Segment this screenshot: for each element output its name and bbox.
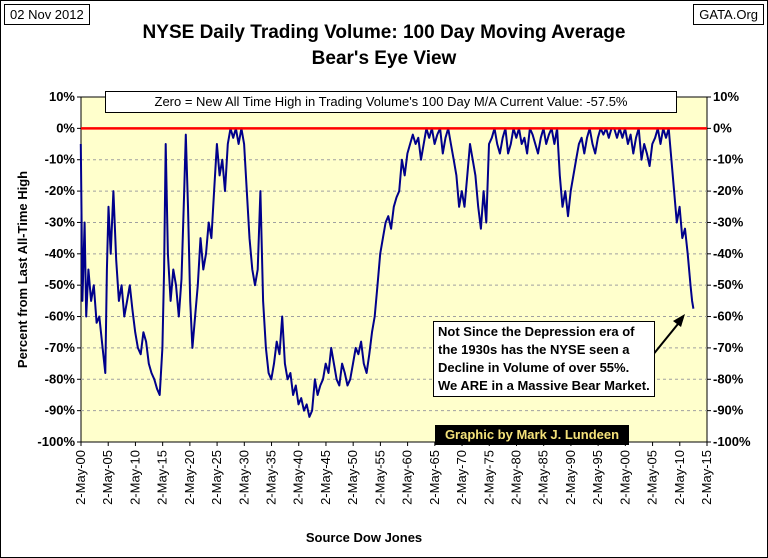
x-tick-label: 2-May-25 bbox=[209, 450, 224, 505]
x-tick-label: 2-May-80 bbox=[508, 450, 523, 505]
x-tick-label: 2-May-45 bbox=[318, 450, 333, 505]
annotation-note: Not Since the Depression era of the 1930… bbox=[433, 321, 655, 397]
y-tick-label: -30% bbox=[45, 214, 76, 229]
x-tick-label: 2-May-70 bbox=[454, 450, 469, 505]
series-line bbox=[79, 127, 695, 418]
x-tick-label: 2-May-60 bbox=[400, 450, 415, 505]
x-tick-label: 2-May-50 bbox=[345, 450, 360, 505]
y-tick-label-right: -20% bbox=[713, 183, 744, 198]
x-tick-label: 2-May-35 bbox=[264, 450, 279, 505]
x-tick-label: 2-May-20 bbox=[182, 450, 197, 505]
y-tick-label: -90% bbox=[45, 403, 76, 418]
y-tick-label-right: 0% bbox=[713, 120, 732, 135]
x-tick-label: 2-May-55 bbox=[372, 450, 387, 505]
y-tick-label: -20% bbox=[45, 183, 76, 198]
x-tick-label: 2-May-30 bbox=[236, 450, 251, 505]
y-tick-label: -40% bbox=[45, 246, 76, 261]
x-tick-label: 2-May-10 bbox=[127, 450, 142, 505]
x-tick-label: 2-May-75 bbox=[481, 450, 496, 505]
y-tick-label-right: -30% bbox=[713, 214, 744, 229]
y-tick-label-right: -50% bbox=[713, 277, 744, 292]
x-tick-label: 2-May-05 bbox=[645, 450, 660, 505]
annotation-arrowhead bbox=[673, 314, 685, 327]
credit-label: Graphic by Mark J. Lundeen bbox=[435, 425, 629, 445]
y-tick-label-right: -60% bbox=[713, 309, 744, 324]
x-tick-label: 2-May-90 bbox=[563, 450, 578, 505]
y-tick-label-right: -10% bbox=[713, 152, 744, 167]
x-tick-label: 2-May-00 bbox=[617, 450, 632, 505]
y-tick-label: 10% bbox=[49, 89, 75, 104]
y-tick-label-right: -70% bbox=[713, 340, 744, 355]
y-tick-label: -50% bbox=[45, 277, 76, 292]
x-tick-label: 2-May-15 bbox=[155, 450, 170, 505]
y-tick-label-right: -100% bbox=[713, 434, 751, 449]
y-tick-label: -100% bbox=[37, 434, 75, 449]
y-tick-label-right: -80% bbox=[713, 371, 744, 386]
y-tick-label-right: -40% bbox=[713, 246, 744, 261]
x-axis-title: Source Dow Jones bbox=[306, 530, 422, 545]
chart-title: NYSE Daily Trading Volume: 100 Day Movin… bbox=[142, 22, 626, 43]
zero-note: Zero = New All Time High in Trading Volu… bbox=[105, 91, 677, 113]
x-tick-label: 2-May-65 bbox=[427, 450, 442, 505]
x-tick-label: 2-May-85 bbox=[536, 450, 551, 505]
y-tick-label: -60% bbox=[45, 309, 76, 324]
x-tick-label: 2-May-00 bbox=[73, 450, 88, 505]
y-axis-title: Percent from Last All-Time High bbox=[15, 171, 30, 368]
source-label: GATA.Org bbox=[693, 4, 764, 25]
y-tick-label: -10% bbox=[45, 152, 76, 167]
annotation-arrow bbox=[651, 318, 683, 357]
x-tick-label: 2-May-05 bbox=[100, 450, 115, 505]
y-tick-label: -70% bbox=[45, 340, 76, 355]
x-tick-label: 2-May-40 bbox=[291, 450, 306, 505]
chart-subtitle: Bear's Eye View bbox=[311, 48, 457, 69]
y-tick-label-right: -90% bbox=[713, 403, 744, 418]
y-tick-label-right: 10% bbox=[713, 89, 739, 104]
date-label: 02 Nov 2012 bbox=[4, 4, 90, 25]
x-tick-label: 2-May-15 bbox=[699, 450, 714, 505]
x-tick-label: 2-May-95 bbox=[590, 450, 605, 505]
y-tick-label: -80% bbox=[45, 371, 76, 386]
x-tick-label: 2-May-10 bbox=[672, 450, 687, 505]
y-tick-label: 0% bbox=[56, 120, 75, 135]
